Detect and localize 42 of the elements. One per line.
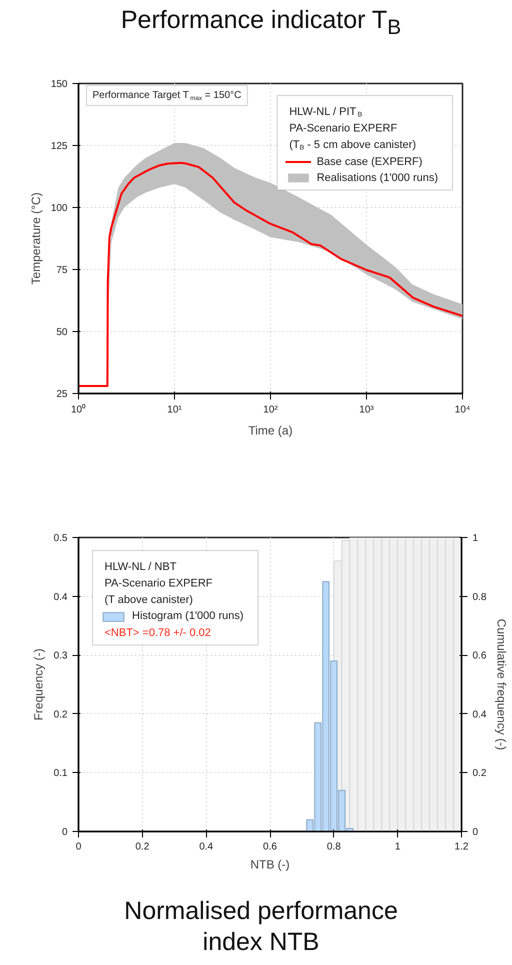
- y2-axis-title: Cumulative frequency (-): [494, 618, 508, 750]
- legend-label: Realisations (1'000 runs): [316, 170, 438, 186]
- x-tick-label: 10³: [359, 404, 374, 416]
- x-tick-label: 0.6: [263, 842, 278, 852]
- x-axis-title: NTB (-): [250, 858, 290, 872]
- legend-title: HLW-NL / NBT PA-Scenario EXPERF (T above canister): [104, 560, 213, 606]
- x-tick-label: 10⁰: [70, 404, 86, 416]
- y2-tick-label: 0: [472, 827, 478, 838]
- x-tick-label: 0.4: [199, 842, 214, 852]
- text: Normalised performance index NTB: [123, 896, 399, 958]
- x-tick-label: 1: [394, 842, 401, 852]
- y-tick-label: 0: [62, 827, 68, 838]
- y2-tick-label: 0.4: [472, 709, 487, 720]
- y-tick-label: 25: [56, 389, 68, 400]
- x-tick-label: 0.2: [135, 842, 150, 852]
- y-tick-label: 0.1: [54, 768, 68, 780]
- y-tick-label: 150: [50, 79, 68, 90]
- legend-label: Base case (EXPERF): [316, 154, 422, 170]
- x-axis-title: Time (a): [248, 424, 293, 438]
- x-tick-label: 0: [76, 842, 82, 852]
- x-tick-label: 10¹: [167, 404, 182, 416]
- legend-label: Histogram (1'000 runs): [132, 609, 244, 624]
- y-tick-label: 0.5: [54, 533, 68, 544]
- y-tick-label: 0.2: [54, 709, 68, 720]
- chart-title: Performance indicator T$_{B}$: [120, 5, 402, 41]
- y-tick-label: 0.3: [54, 650, 68, 662]
- y-tick-label: 50: [56, 327, 68, 338]
- annotation: <NBT> =0.78 +/- 0.02: [104, 626, 211, 639]
- y-tick-label: 0.4: [54, 592, 68, 603]
- x-tick-label: 0.8: [326, 842, 342, 852]
- y-tick-label: 100: [50, 203, 68, 214]
- x-tick-label: 1.2: [454, 842, 469, 852]
- y2-tick-label: 0.8: [472, 592, 487, 603]
- x-tick-label: 10²: [263, 404, 278, 416]
- y-tick-label: 125: [50, 141, 68, 152]
- y-axis-title: Temperature (°C): [28, 192, 43, 285]
- y2-tick-label: 0.6: [472, 650, 487, 662]
- y2-tick-label: 0.2: [472, 768, 487, 780]
- x-tick-label: 10⁴: [454, 404, 470, 416]
- y2-tick-label: 1: [472, 533, 478, 544]
- y-axis-title: Frequency (-): [32, 648, 46, 721]
- y-tick-label: 75: [56, 265, 68, 276]
